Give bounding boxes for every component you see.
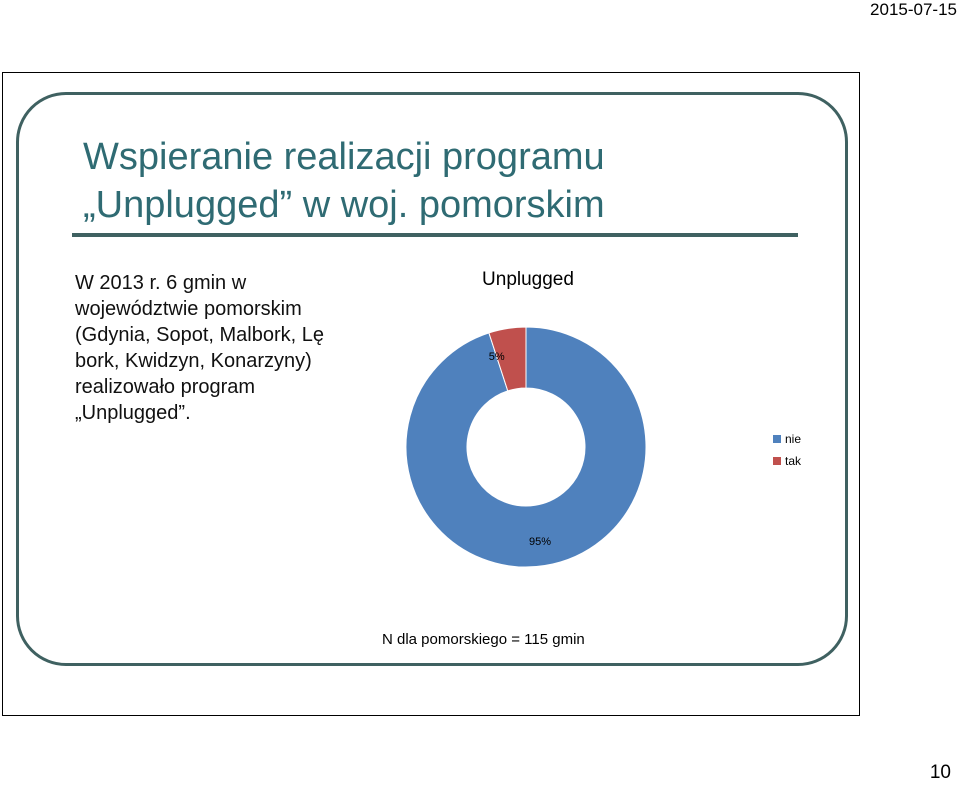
content-panel (16, 92, 848, 666)
data-label-tak: 5% (489, 351, 505, 363)
slice-tak (488, 326, 527, 392)
data-label-nie: 95% (529, 536, 551, 548)
legend-swatch-nie (773, 435, 781, 443)
chart-title: Unplugged (482, 269, 574, 290)
doughnut-chart: 95% 5% (405, 326, 647, 568)
slide-frame (2, 72, 860, 716)
body-text: W 2013 r. 6 gmin w województwie pomorski… (75, 272, 325, 424)
slice-nie (405, 326, 647, 568)
legend-label-nie: nie (785, 432, 802, 446)
sample-size-note: N dla pomorskiego = 115 gmin (382, 631, 585, 648)
legend-swatch-tak (773, 457, 781, 465)
title-line-2: „Unplugged” w woj. pomorskim (83, 184, 605, 226)
body-paragraph: W 2013 r. 6 gmin w województwie pomorski… (75, 270, 375, 426)
page-number: 10 (929, 762, 951, 783)
legend-item-nie: nie (773, 428, 801, 450)
title-divider (72, 233, 798, 237)
legend-label-tak: tak (785, 454, 802, 468)
title-line-1: Wspieranie realizacji programu (83, 136, 605, 178)
legend-item-tak: tak (773, 450, 801, 472)
slide-title: Wspieranie realizacji programu „Unplugge… (70, 133, 770, 229)
chart-legend: nie tak (773, 428, 801, 472)
slide-date: 2015-07-15 (870, 0, 957, 19)
